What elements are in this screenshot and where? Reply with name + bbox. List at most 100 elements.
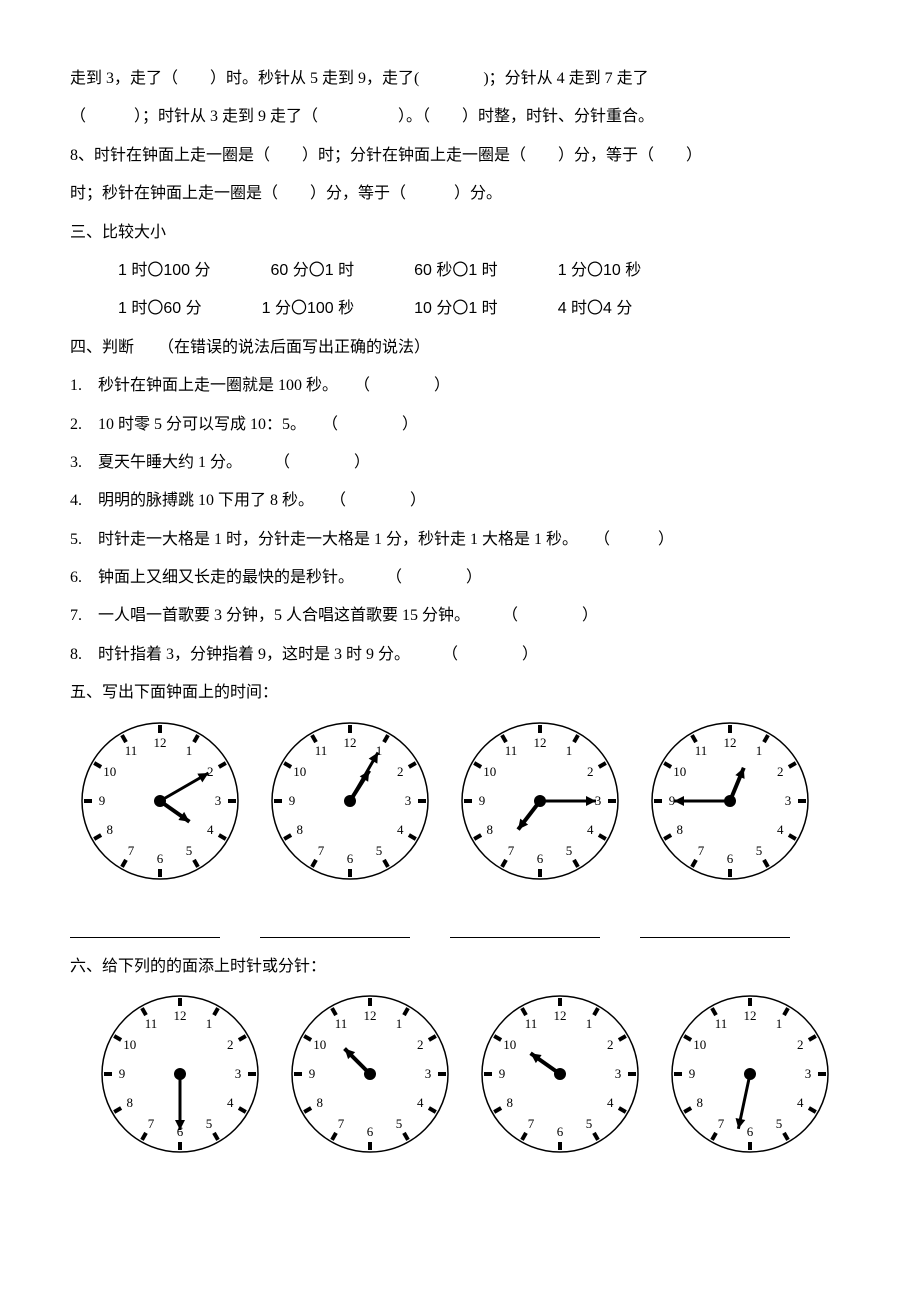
svg-text:9: 9 — [289, 793, 296, 808]
svg-text:3: 3 — [785, 793, 792, 808]
svg-text:6: 6 — [747, 1124, 754, 1139]
svg-text:10: 10 — [503, 1037, 516, 1052]
clock-face: 123456789101112 — [670, 994, 830, 1154]
svg-text:7: 7 — [698, 843, 705, 858]
svg-text:5: 5 — [776, 1116, 783, 1131]
svg-text:1: 1 — [396, 1016, 403, 1031]
svg-text:10: 10 — [103, 764, 116, 779]
cmp: 10 分〇1 时 — [414, 290, 498, 328]
svg-text:10: 10 — [293, 764, 306, 779]
svg-text:9: 9 — [479, 793, 486, 808]
clock-face: 123456789101112 — [80, 721, 240, 881]
svg-text:6: 6 — [557, 1124, 564, 1139]
svg-text:7: 7 — [508, 843, 515, 858]
cmp: 1 时〇100 分 — [118, 252, 211, 290]
blank — [70, 921, 220, 938]
judge-item: 5. 时针走一大格是 1 时，分针走一大格是 1 分，秒针走 1 大格是 1 秒… — [70, 521, 850, 559]
svg-text:1: 1 — [756, 742, 763, 757]
cmp: 4 时〇4 分 — [558, 290, 633, 328]
svg-text:3: 3 — [405, 793, 412, 808]
svg-text:11: 11 — [715, 1016, 728, 1031]
svg-text:11: 11 — [335, 1016, 348, 1031]
cmp: 1 分〇100 秒 — [262, 290, 355, 328]
blank — [640, 921, 790, 938]
svg-text:12: 12 — [744, 1008, 757, 1023]
svg-text:6: 6 — [727, 851, 734, 866]
svg-text:7: 7 — [318, 843, 325, 858]
answer-blanks — [70, 921, 850, 938]
svg-text:7: 7 — [128, 843, 135, 858]
clock-face: 123456789101112 — [480, 994, 640, 1154]
svg-text:1: 1 — [186, 742, 193, 757]
blank — [260, 921, 410, 938]
blank — [450, 921, 600, 938]
svg-text:11: 11 — [505, 742, 518, 757]
svg-text:4: 4 — [417, 1095, 424, 1110]
svg-text:8: 8 — [677, 822, 684, 837]
svg-text:3: 3 — [425, 1066, 432, 1081]
clock-face: 123456789101112 — [270, 721, 430, 881]
svg-text:7: 7 — [148, 1116, 155, 1131]
section5-title: 五、写出下面钟面上的时间： — [70, 674, 850, 712]
svg-text:4: 4 — [607, 1095, 614, 1110]
svg-text:3: 3 — [215, 793, 222, 808]
svg-text:6: 6 — [347, 851, 354, 866]
compare-row-2: 1 时〇60 分 1 分〇100 秒 10 分〇1 时 4 时〇4 分 — [70, 290, 850, 328]
svg-text:12: 12 — [154, 735, 167, 750]
svg-text:1: 1 — [206, 1016, 213, 1031]
svg-text:9: 9 — [689, 1066, 696, 1081]
svg-text:12: 12 — [344, 735, 357, 750]
svg-text:7: 7 — [338, 1116, 345, 1131]
svg-text:10: 10 — [123, 1037, 136, 1052]
svg-text:3: 3 — [235, 1066, 242, 1081]
section4-title: 四、判断 （在错误的说法后面写出正确的说法） — [70, 329, 850, 367]
judge-item: 8. 时针指着 3，分钟指着 9，这时是 3 时 9 分。 （ ） — [70, 636, 850, 674]
svg-text:8: 8 — [127, 1095, 134, 1110]
svg-text:9: 9 — [499, 1066, 506, 1081]
svg-text:11: 11 — [145, 1016, 158, 1031]
cmp: 1 分〇10 秒 — [558, 252, 642, 290]
judge-item: 3. 夏天午睡大约 1 分。 （ ） — [70, 444, 850, 482]
cmp: 1 时〇60 分 — [118, 290, 202, 328]
svg-text:2: 2 — [397, 764, 404, 779]
svg-text:11: 11 — [695, 742, 708, 757]
svg-text:8: 8 — [507, 1095, 513, 1110]
clock-face: 123456789101112 — [460, 721, 620, 881]
svg-text:12: 12 — [364, 1008, 377, 1023]
svg-text:12: 12 — [174, 1008, 187, 1023]
svg-text:5: 5 — [756, 843, 763, 858]
svg-text:2: 2 — [607, 1037, 614, 1052]
clock-face: 123456789101112 — [100, 994, 260, 1154]
svg-text:7: 7 — [528, 1116, 535, 1131]
svg-text:9: 9 — [309, 1066, 316, 1081]
svg-text:9: 9 — [119, 1066, 126, 1081]
q7-line2: （ ）；时针从 3 走到 9 走了（ ）。（ ）时整，时针、分针重合。 — [70, 98, 850, 136]
svg-text:4: 4 — [587, 822, 594, 837]
judge-item: 7. 一人唱一首歌要 3 分钟，5 人合唱这首歌要 15 分钟。 （ ） — [70, 597, 850, 635]
svg-text:4: 4 — [797, 1095, 804, 1110]
svg-text:4: 4 — [777, 822, 784, 837]
svg-text:5: 5 — [186, 843, 193, 858]
judge-item: 1. 秒针在钟面上走一圈就是 100 秒。 （ ） — [70, 367, 850, 405]
svg-text:1: 1 — [776, 1016, 783, 1031]
svg-text:8: 8 — [697, 1095, 704, 1110]
clock-face: 123456789101112 — [650, 721, 810, 881]
svg-text:1: 1 — [566, 742, 573, 757]
section6-title: 六、给下列的的面添上时针或分针： — [70, 948, 850, 986]
svg-text:9: 9 — [99, 793, 106, 808]
q8-line1: 8、时针在钟面上走一圈是（ ）时；分针在钟面上走一圈是（ ）分，等于（ ） — [70, 137, 850, 175]
svg-text:5: 5 — [566, 843, 573, 858]
judge-item: 6. 钟面上又细又长走的最快的是秒针。 （ ） — [70, 559, 850, 597]
svg-text:8: 8 — [297, 822, 304, 837]
svg-text:3: 3 — [805, 1066, 812, 1081]
svg-text:11: 11 — [315, 742, 328, 757]
svg-text:10: 10 — [483, 764, 496, 779]
clock-row-6: 1234567891011121234567891011121234567891… — [70, 994, 850, 1154]
svg-text:12: 12 — [724, 735, 737, 750]
svg-text:5: 5 — [206, 1116, 213, 1131]
clock-row-5: 1234567891011121234567891011121234567891… — [70, 721, 850, 881]
judge-item: 2. 10 时零 5 分可以写成 10：5。 （ ） — [70, 406, 850, 444]
svg-text:8: 8 — [107, 822, 114, 837]
svg-text:4: 4 — [397, 822, 404, 837]
clock-face: 123456789101112 — [290, 994, 450, 1154]
